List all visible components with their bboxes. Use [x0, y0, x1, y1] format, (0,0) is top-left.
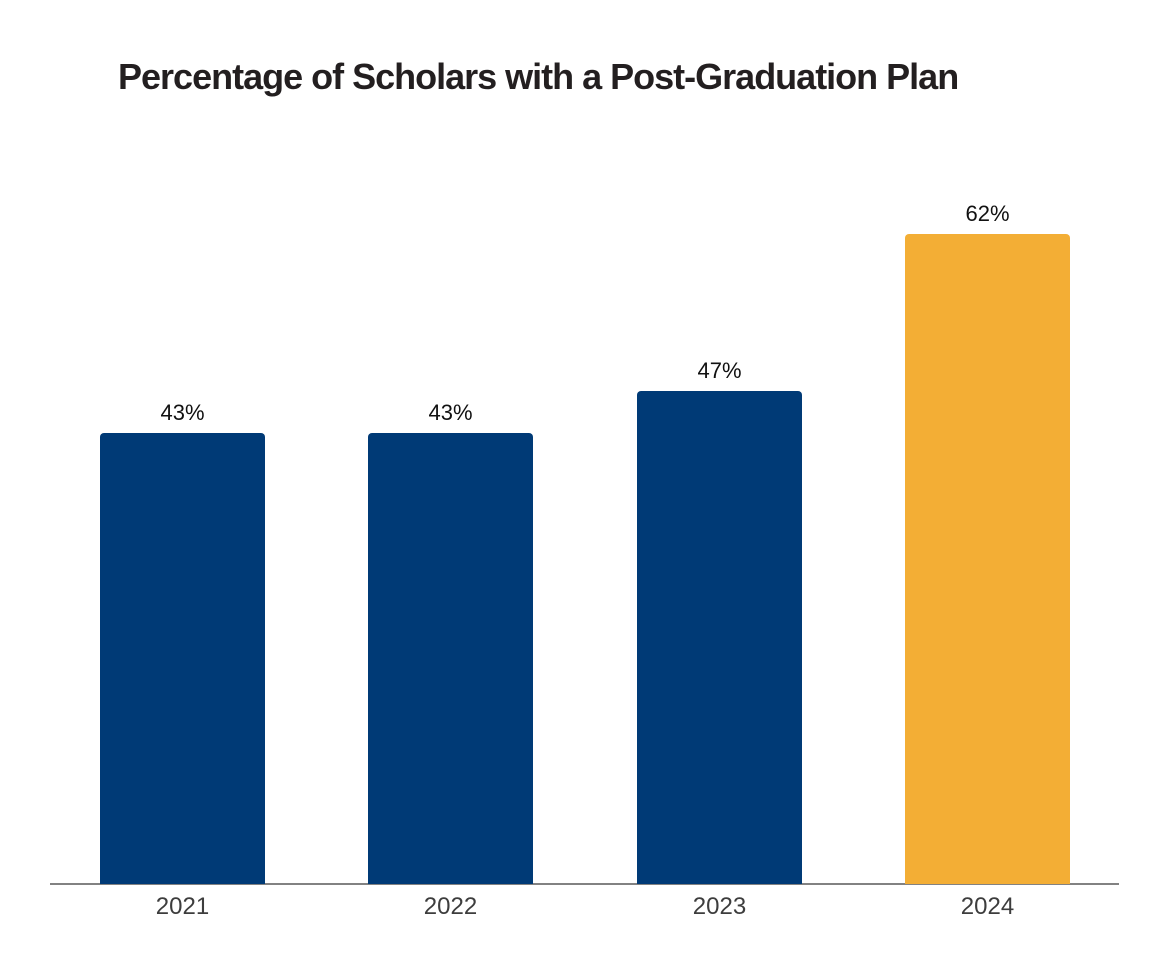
x-tick-label-2024: 2024 — [960, 893, 1015, 920]
x-axis-line — [50, 883, 1119, 885]
x-tick-label-2022: 2022 — [423, 893, 478, 920]
bar-2024 — [905, 234, 1070, 884]
x-tick-label-2021: 2021 — [155, 893, 210, 920]
bar-2023 — [637, 391, 802, 884]
bar-value-label-2023: 47% — [697, 358, 742, 383]
x-tick-label-2023: 2023 — [692, 893, 747, 920]
chart-title: Percentage of Scholars with a Post-Gradu… — [118, 56, 959, 97]
bar-2021 — [100, 433, 265, 884]
bar-value-label-2022: 43% — [428, 400, 473, 425]
bar-2022 — [368, 433, 533, 884]
bar-value-label-2024: 62% — [965, 201, 1010, 226]
bar-value-label-2021: 43% — [160, 400, 205, 425]
